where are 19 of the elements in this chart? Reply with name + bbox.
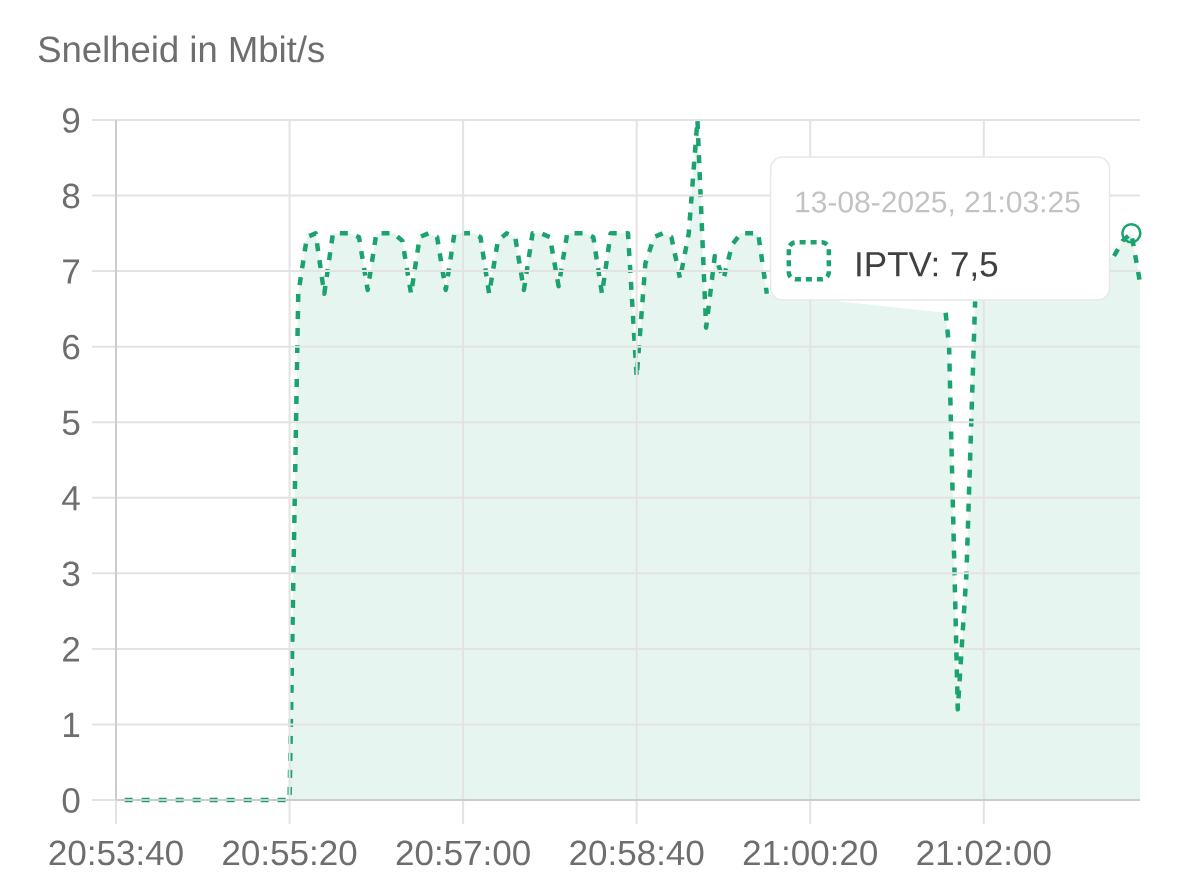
y-tick-label: 4	[62, 486, 80, 511]
x-tick-label: 20:58:40	[570, 840, 704, 866]
annotation: IPTV: 7,5	[857, 252, 998, 281]
y-tick-label: 7	[63, 259, 80, 284]
y-tick-label: 8	[62, 183, 80, 209]
y-tick-label: 6	[63, 334, 80, 360]
y-tick-label: 5	[62, 410, 80, 436]
x-tick-label: 20:53:40	[49, 840, 183, 866]
annotation: 13-08-2025, 21:03:25	[796, 191, 1080, 217]
y-tick-label: 2	[63, 636, 80, 662]
x-tick-label: 21:02:00	[917, 840, 1051, 866]
y-tick-label: 0	[62, 788, 80, 813]
x-tick-label: 20:57:00	[396, 840, 530, 866]
x-tick-label: 20:55:20	[223, 840, 357, 866]
y-axis-title: Snelheid in Mbit/s	[38, 35, 324, 63]
y-tick-label: 3	[62, 561, 80, 587]
y-tick-label: 1	[64, 712, 80, 737]
y-tick-label: 9	[62, 108, 80, 133]
x-tick-label: 21:00:20	[743, 840, 877, 866]
